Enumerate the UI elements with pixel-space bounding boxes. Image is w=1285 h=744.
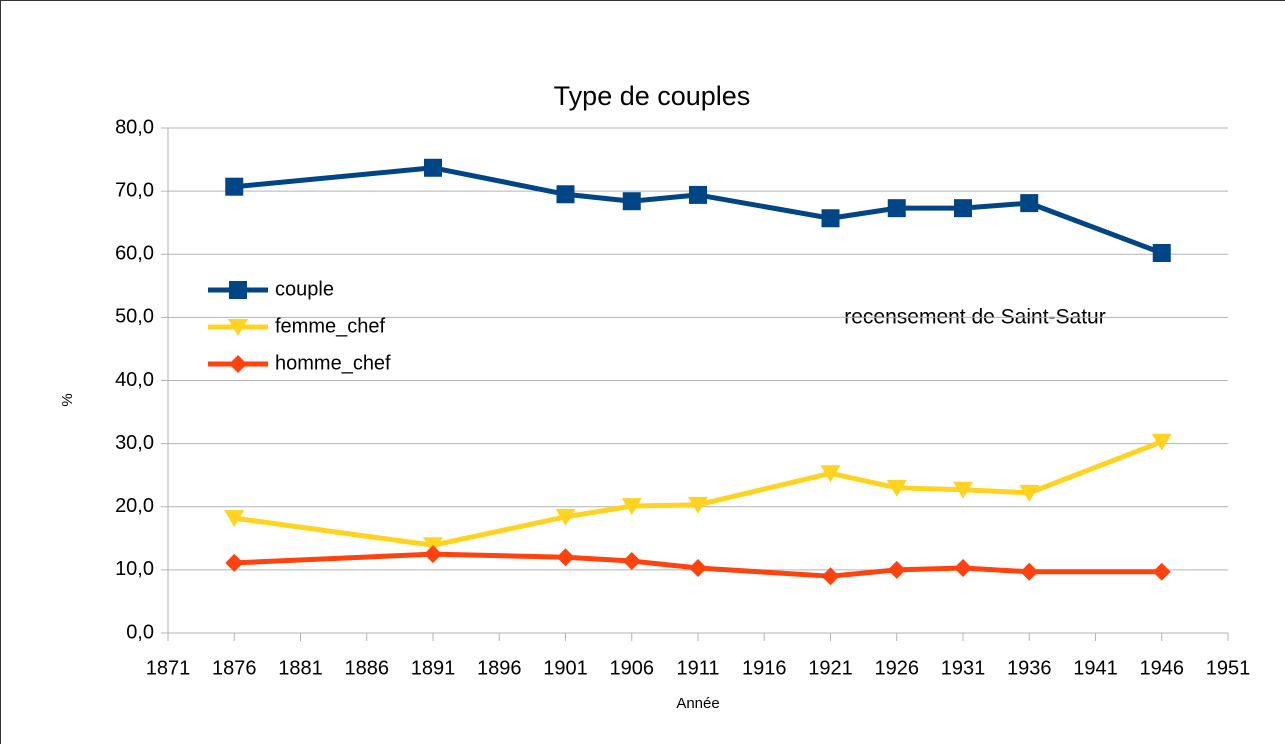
x-tick-label: 1906 <box>610 657 655 679</box>
series-line <box>234 165 1163 256</box>
x-tick-label: 1926 <box>875 657 920 679</box>
y-tick-label: 20,0 <box>115 495 154 517</box>
marker <box>229 355 247 373</box>
x-tick-label: 1931 <box>941 657 986 679</box>
marker <box>886 479 907 497</box>
y-tick-label: 70,0 <box>115 179 154 201</box>
x-tick-label: 1896 <box>477 657 522 679</box>
marker <box>1019 484 1040 502</box>
x-tick-label: 1871 <box>146 657 191 679</box>
marker <box>225 177 244 196</box>
y-tick-label: 0,0 <box>126 621 154 643</box>
marker <box>954 558 972 577</box>
x-axis-label: Année <box>676 695 719 712</box>
marker <box>1020 562 1039 581</box>
series-line <box>233 439 1163 548</box>
legend-label: homme_chef <box>275 352 391 374</box>
x-tick-label: 1951 <box>1206 657 1251 679</box>
marker <box>953 481 973 499</box>
x-tick-label: 1901 <box>543 657 588 679</box>
marker <box>954 199 972 218</box>
x-tick-label: 1886 <box>345 657 390 679</box>
marker <box>622 552 641 571</box>
legend-label: femme_chef <box>275 315 385 337</box>
marker <box>1152 562 1171 581</box>
y-tick-label: 60,0 <box>115 243 154 265</box>
marker <box>689 185 707 204</box>
x-tick-label: 1891 <box>411 657 456 679</box>
marker <box>622 192 641 211</box>
x-tick-label: 1946 <box>1140 657 1185 679</box>
marker <box>887 560 906 579</box>
y-tick-label: 40,0 <box>115 369 154 391</box>
x-tick-label: 1941 <box>1073 657 1118 679</box>
x-tick-label: 1921 <box>808 657 853 679</box>
marker <box>820 465 841 483</box>
marker <box>225 553 244 572</box>
chart-title: Type de couples <box>554 81 751 111</box>
marker <box>424 545 442 564</box>
marker <box>555 508 576 526</box>
x-tick-label: 1881 <box>278 657 323 679</box>
marker <box>228 319 248 336</box>
series-line <box>234 551 1162 579</box>
marker <box>1020 194 1039 213</box>
marker <box>229 281 247 299</box>
x-tick-label: 1936 <box>1007 657 1052 679</box>
marker <box>224 510 245 528</box>
legend-label: couple <box>275 278 334 300</box>
marker <box>689 558 707 577</box>
marker <box>821 567 840 586</box>
y-axis-label: % <box>59 393 76 406</box>
marker <box>821 209 840 228</box>
marker <box>556 185 575 204</box>
marker <box>1152 243 1171 262</box>
y-tick-label: 10,0 <box>115 558 154 580</box>
marker <box>688 496 708 514</box>
marker <box>887 199 906 218</box>
x-tick-label: 1876 <box>212 657 257 679</box>
y-tick-label: 80,0 <box>115 116 154 138</box>
marker <box>1151 433 1172 451</box>
y-tick-label: 50,0 <box>115 306 154 328</box>
marker <box>424 158 442 177</box>
y-tick-label: 30,0 <box>115 432 154 454</box>
marker <box>621 498 642 516</box>
x-tick-label: 1916 <box>742 657 787 679</box>
x-tick-label: 1911 <box>676 657 719 679</box>
marker <box>556 548 575 567</box>
